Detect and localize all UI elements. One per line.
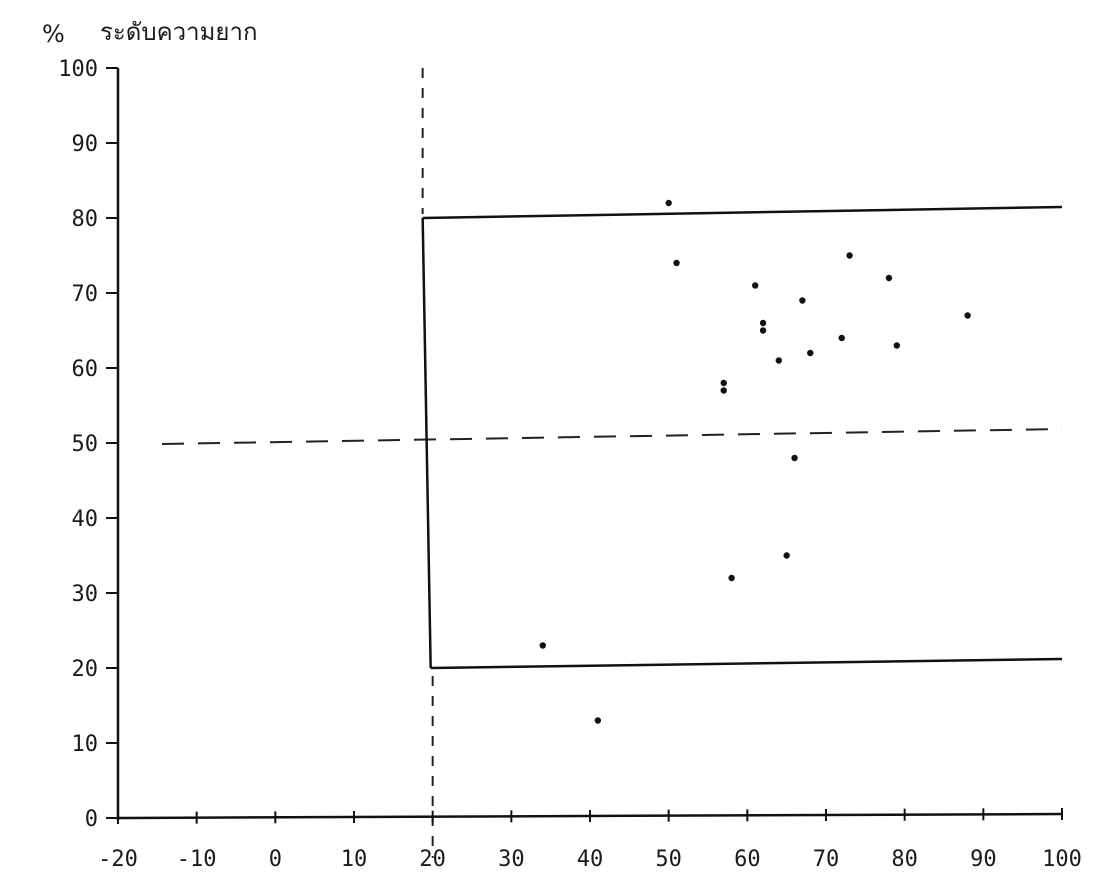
x-tick-label: 60: [734, 847, 761, 872]
y-axis-title: ระดับความยาก: [100, 18, 258, 46]
y-tick-label: 60: [72, 357, 99, 382]
data-point: [539, 642, 546, 649]
data-point: [893, 342, 900, 349]
data-point: [673, 259, 680, 267]
y-tick-label: 10: [72, 732, 99, 757]
y-tick-label: 100: [58, 57, 98, 82]
x-tick-label: 50: [655, 847, 682, 872]
data-point: [594, 717, 602, 724]
data-point: [775, 357, 782, 364]
y-axis-unit-label: %: [42, 20, 65, 48]
data-point: [759, 327, 767, 334]
y-tick-label: 80: [72, 207, 99, 232]
data-point: [964, 312, 971, 319]
y-axis-ticks: 0 10 20 30 40 50 60 70 80 90 100: [58, 57, 118, 832]
data-point: [807, 349, 814, 357]
x-tick-label: 0: [269, 847, 282, 872]
y-tick-label: 90: [72, 132, 99, 157]
y-tick-label: 20: [72, 657, 99, 682]
data-point: [791, 454, 798, 462]
data-point: [720, 379, 727, 387]
data-point: [752, 282, 759, 289]
data-point: [728, 574, 735, 582]
x-axis-ticks: -20 -10 0 10 20 30 40 50 60 70 80 90 100: [98, 808, 1082, 872]
x-tick-label: -10: [177, 847, 217, 872]
data-point: [846, 252, 853, 259]
axes: [116, 68, 1063, 820]
data-point: [720, 387, 727, 394]
acceptance-region: [421, 205, 1063, 670]
x-tick-label: 80: [891, 847, 918, 872]
data-point: [885, 274, 893, 282]
x-tick-label: -20: [98, 847, 138, 872]
x-tick-label: 70: [813, 847, 840, 872]
region-bottom-edge: [430, 657, 1063, 670]
data-point: [783, 552, 790, 559]
x-tick-label: 30: [498, 847, 525, 872]
region-left-edge: [421, 217, 432, 669]
data-point: [799, 297, 806, 304]
y-tick-label: 70: [72, 282, 99, 307]
x-tick-label: 10: [341, 847, 368, 872]
region-top-edge: [422, 205, 1063, 220]
x-tick-label: 40: [577, 847, 604, 872]
data-point: [665, 199, 672, 207]
x-tick-label: 90: [970, 847, 997, 872]
y-tick-label: 0: [85, 807, 98, 832]
reference-lines: [161, 68, 1063, 858]
data-point: [759, 319, 767, 327]
y-tick-label: 40: [72, 507, 99, 532]
y-tick-label: 30: [72, 582, 99, 607]
x-tick-label: 20: [419, 847, 446, 872]
data-points: [539, 199, 971, 724]
data-point: [838, 334, 845, 342]
y-tick-label: 50: [72, 432, 99, 457]
x-tick-label: 100: [1042, 847, 1082, 872]
reference-line-horizontal: [161, 428, 1063, 445]
